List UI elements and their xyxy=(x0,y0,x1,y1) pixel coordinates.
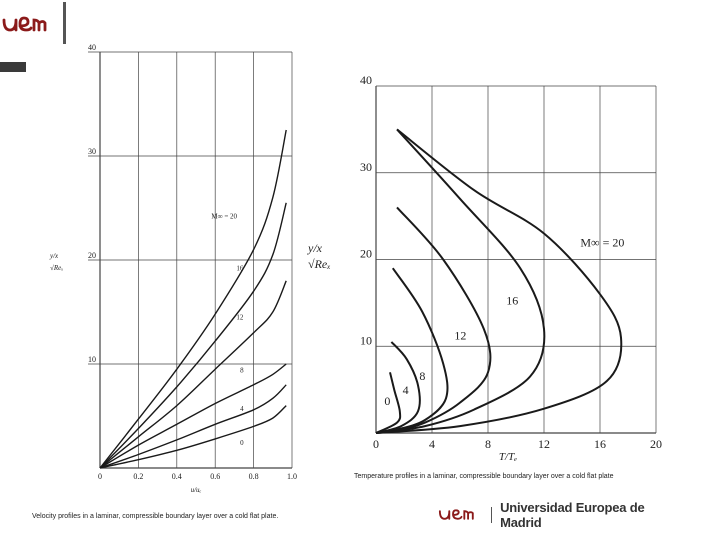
temperature-ytick-label: 30 xyxy=(360,160,372,174)
temperature-series-5-label: M∞ = 20 xyxy=(580,235,624,249)
velocity-series-1-label: 4 xyxy=(240,405,244,413)
left-caption: Velocity profiles in a laminar, compress… xyxy=(32,513,279,520)
temperature-series-0-label: 0 xyxy=(384,394,390,408)
velocity-series-3-label: 12 xyxy=(236,313,244,321)
temperature-xtick-label: 0 xyxy=(373,437,379,451)
velocity-ylabel-num: y/x xyxy=(49,252,59,260)
temperature-xtick-label: 8 xyxy=(485,437,491,451)
footer-logo-separator xyxy=(491,507,493,523)
university-name: Universidad Europea de Madrid xyxy=(500,500,645,530)
temperature-series-0-line xyxy=(375,372,402,434)
temperature-xtick-label: 12 xyxy=(538,437,550,451)
velocity-series-5-line xyxy=(99,129,287,469)
velocity-ytick-label: 40 xyxy=(88,43,96,52)
velocity-series-1-line xyxy=(99,384,287,469)
velocity-series-0-line xyxy=(99,405,287,469)
temperature-series-2-label: 8 xyxy=(419,369,425,383)
temperature-xtick-label: 16 xyxy=(594,437,606,451)
velocity-series-4-line xyxy=(99,202,287,469)
velocity-series-2-label: 8 xyxy=(240,366,244,374)
velocity-xtick-label: 0.8 xyxy=(249,472,259,481)
temperature-series-3-line xyxy=(375,206,492,434)
velocity-ytick-label: 10 xyxy=(88,355,96,364)
uem-logo-footer-icon xyxy=(438,509,474,520)
temperature-series-3-label: 12 xyxy=(454,328,466,342)
temperature-ytick-label: 10 xyxy=(360,333,372,347)
uem-logo-glyph xyxy=(2,16,47,32)
velocity-ytick-label: 30 xyxy=(88,147,96,156)
slide-side-marker xyxy=(0,62,26,72)
velocity-xtick-label: 0.2 xyxy=(133,472,143,481)
velocity-series-5-label: M∞ = 20 xyxy=(211,212,237,220)
velocity-ylabel-rest: √Reₓ xyxy=(50,264,63,272)
temperature-series-5-line xyxy=(375,128,623,434)
velocity-ytick-label: 20 xyxy=(88,251,96,260)
footer-logo: Universidad Europea de Madrid xyxy=(438,500,678,530)
temperature-xtick-label: 20 xyxy=(650,437,662,451)
velocity-series-4-label: 16 xyxy=(236,264,244,272)
velocity-series-3-line xyxy=(99,280,287,469)
velocity-series-0-label: 0 xyxy=(240,439,244,447)
temperature-series-4-line xyxy=(375,128,546,434)
velocity-xtick-label: 0 xyxy=(98,472,102,481)
velocity-xlabel: u/uₑ xyxy=(191,486,202,494)
temperature-ytick-label: 40 xyxy=(360,73,372,87)
right-caption: Temperature profiles in a laminar, compr… xyxy=(354,473,614,480)
temperature-series-1-label: 4 xyxy=(403,383,409,397)
temperature-xlabel: T/Tₑ xyxy=(499,451,517,463)
temperature-series-1-line xyxy=(375,341,421,434)
velocity-xtick-label: 1.0 xyxy=(287,472,297,481)
temperature-ylabel-rest: √Reₓ xyxy=(308,257,331,271)
temperature-xtick-label: 4 xyxy=(429,437,435,451)
temperature-series-4-label: 16 xyxy=(506,294,518,308)
velocity-xtick-label: 0.4 xyxy=(172,472,182,481)
temperature-ytick-label: 20 xyxy=(360,247,372,261)
uem-logo-top xyxy=(2,2,66,44)
temperature-ylabel-num: y/x xyxy=(307,241,323,255)
velocity-xtick-label: 0.6 xyxy=(210,472,220,481)
logo-separator xyxy=(63,2,66,44)
temperature-series-2-line xyxy=(375,267,449,434)
velocity-series-2-line xyxy=(99,363,287,469)
